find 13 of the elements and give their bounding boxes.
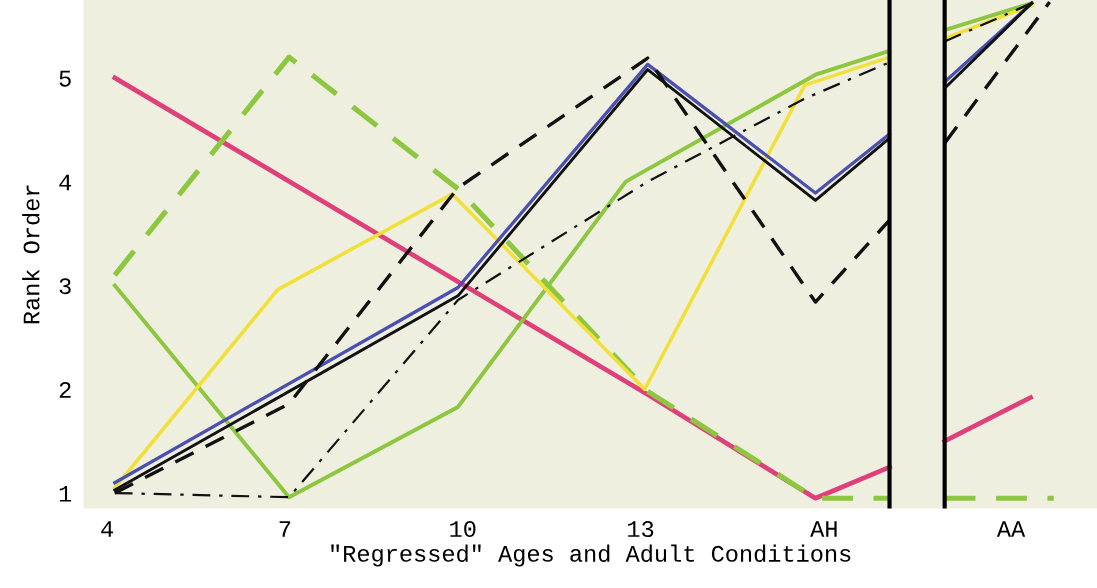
y-tick-label: 1 (59, 486, 72, 502)
y-axis-title: Rank Order (22, 185, 40, 324)
y-tick-label: 3 (59, 278, 71, 295)
x-tick-label: 10 (450, 521, 476, 538)
x-axis-title: "Regressed" Ages and Adult Conditions (331, 544, 851, 567)
x-tick-label: AA (996, 521, 1026, 537)
x-tick-label: 7 (279, 521, 291, 537)
y-tick-label: 5 (59, 70, 71, 87)
y-tick-label: 2 (59, 382, 71, 398)
x-tick-label: 13 (628, 521, 654, 538)
x-tick-label: AH (810, 521, 837, 537)
y-tick-label: 4 (59, 174, 72, 191)
x-tick-label: 4 (101, 521, 113, 537)
